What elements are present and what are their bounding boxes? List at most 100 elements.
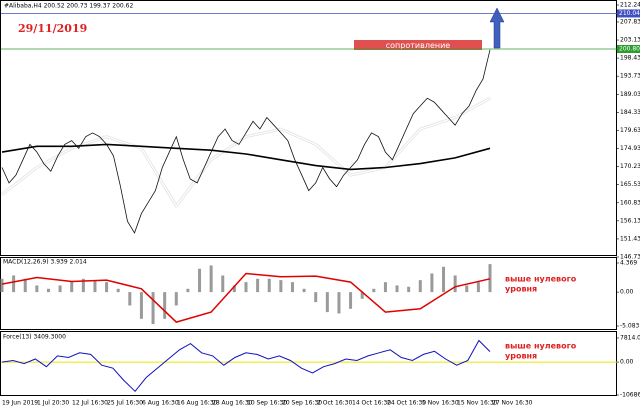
axis-label: 189.03	[620, 91, 640, 98]
price-tag	[617, 45, 640, 54]
time-label: 19 Jun 2019	[2, 400, 38, 407]
time-label: 10 Sep 16:30	[247, 400, 287, 407]
macd-bar	[349, 292, 353, 309]
macd-bar	[46, 288, 50, 293]
macd-bar	[186, 288, 190, 293]
macd-bar	[128, 292, 132, 306]
macd-bar	[407, 286, 411, 293]
macd-bar	[93, 280, 97, 293]
series-line	[1, 272, 491, 323]
macd-bar	[58, 285, 62, 293]
macd-bar	[23, 278, 27, 293]
axis-label: 7814.095	[620, 335, 640, 342]
price-tag-label: 210.04	[619, 10, 640, 17]
macd-bar	[383, 282, 387, 293]
macd-bar	[116, 288, 120, 293]
macd-bar	[209, 265, 213, 293]
macd-bar	[12, 275, 16, 293]
macd-bar	[314, 292, 318, 303]
price-tag-label: 200.80	[619, 46, 640, 53]
axis-label: 184.33	[620, 109, 640, 116]
time-label: 15 Nov 16:30	[457, 400, 498, 407]
macd-bar	[372, 288, 376, 293]
macd-panel	[0, 257, 617, 330]
time-label: 1 Jul 20:30	[37, 400, 69, 407]
axis-label: -5.083	[620, 323, 640, 330]
axis-label: 151.43	[620, 235, 640, 242]
macd-bar	[139, 292, 143, 319]
macd-note: выше нулевого	[505, 275, 577, 284]
macd-bar	[174, 292, 178, 306]
time-label: 20 Sep 16:30	[282, 400, 322, 407]
axis-label: 198.43	[620, 55, 640, 62]
axis-label: 156.13	[620, 217, 640, 224]
macd-bar	[244, 282, 248, 293]
target-arrow	[489, 7, 505, 49]
axis-label: 160.83	[620, 199, 640, 206]
macd-bar	[418, 280, 422, 293]
macd-bar	[0, 278, 4, 293]
main-panel	[0, 0, 617, 256]
macd-bar	[163, 292, 167, 319]
macd-bar	[81, 278, 85, 293]
macd-bar	[360, 292, 364, 299]
series-line	[1, 143, 491, 171]
macd-bar	[151, 292, 155, 325]
force-header: Force(13) 3409.3000	[3, 334, 66, 341]
time-label: 24 Oct 16:30	[387, 400, 426, 407]
axis-label: 165.53	[620, 181, 640, 188]
force-note: выше нулевого	[505, 342, 577, 351]
axis-label: 212.24	[620, 2, 640, 9]
time-label: 14 Oct 16:30	[352, 400, 391, 407]
series-line	[1, 97, 491, 208]
force-panel	[0, 331, 617, 396]
macd-bar	[256, 278, 260, 293]
axis-label: 4.369	[620, 260, 637, 267]
macd-bar	[325, 292, 329, 313]
force-note: уровня	[505, 352, 537, 361]
axis-label: 0.00	[620, 359, 634, 366]
macd-bar	[232, 285, 236, 293]
time-label: 28 Aug 16:30	[212, 400, 253, 407]
price-tag	[617, 9, 640, 18]
time-label: 12 Jul 16:30	[72, 400, 108, 407]
macd-bar	[488, 264, 492, 293]
macd-bar	[430, 273, 434, 293]
time-label: 5 Nov 16:30	[422, 400, 459, 407]
macd-bar	[198, 268, 202, 293]
axis-label: 0.00	[620, 289, 634, 296]
macd-bar	[70, 282, 74, 293]
macd-bar	[302, 288, 306, 293]
macd-bar	[395, 285, 399, 293]
macd-bar	[476, 282, 480, 293]
resistance-label: сопротивление	[386, 41, 451, 50]
axis-label: -10686.86	[620, 392, 640, 399]
axis-label: 170.23	[620, 163, 640, 170]
series-line	[1, 49, 491, 234]
symbol-header: #Alibaba,H4 200.52 200.73 199.37 200.62	[4, 3, 133, 10]
macd-bar	[337, 292, 341, 314]
date-label: 29/11/2019	[18, 22, 87, 35]
macd-bar	[465, 285, 469, 293]
axis-label: 179.63	[620, 127, 640, 134]
time-label: 6 Aug 16:30	[142, 400, 179, 407]
macd-bar	[279, 280, 283, 293]
macd-note: уровня	[505, 285, 537, 294]
series-line	[1, 339, 491, 393]
macd-bar	[442, 266, 446, 293]
time-label: 2 Oct 16:30	[317, 400, 352, 407]
axis-label: 193.73	[620, 73, 640, 80]
macd-bar	[221, 275, 225, 293]
axis-label: 146.73	[620, 254, 640, 261]
macd-header: MACD(12,26,9) 3.939 2.014	[3, 259, 87, 266]
axis-label: 203.13	[620, 37, 640, 44]
resistance-box	[354, 40, 482, 50]
time-label: 16 Aug 16:30	[177, 400, 218, 407]
macd-bar	[290, 282, 294, 293]
axis-label: 207.83	[620, 18, 640, 25]
macd-bar	[35, 285, 39, 293]
time-label: 25 Jul 16:30	[107, 400, 143, 407]
macd-bar	[267, 278, 271, 293]
axis-label: 174.93	[620, 145, 640, 152]
